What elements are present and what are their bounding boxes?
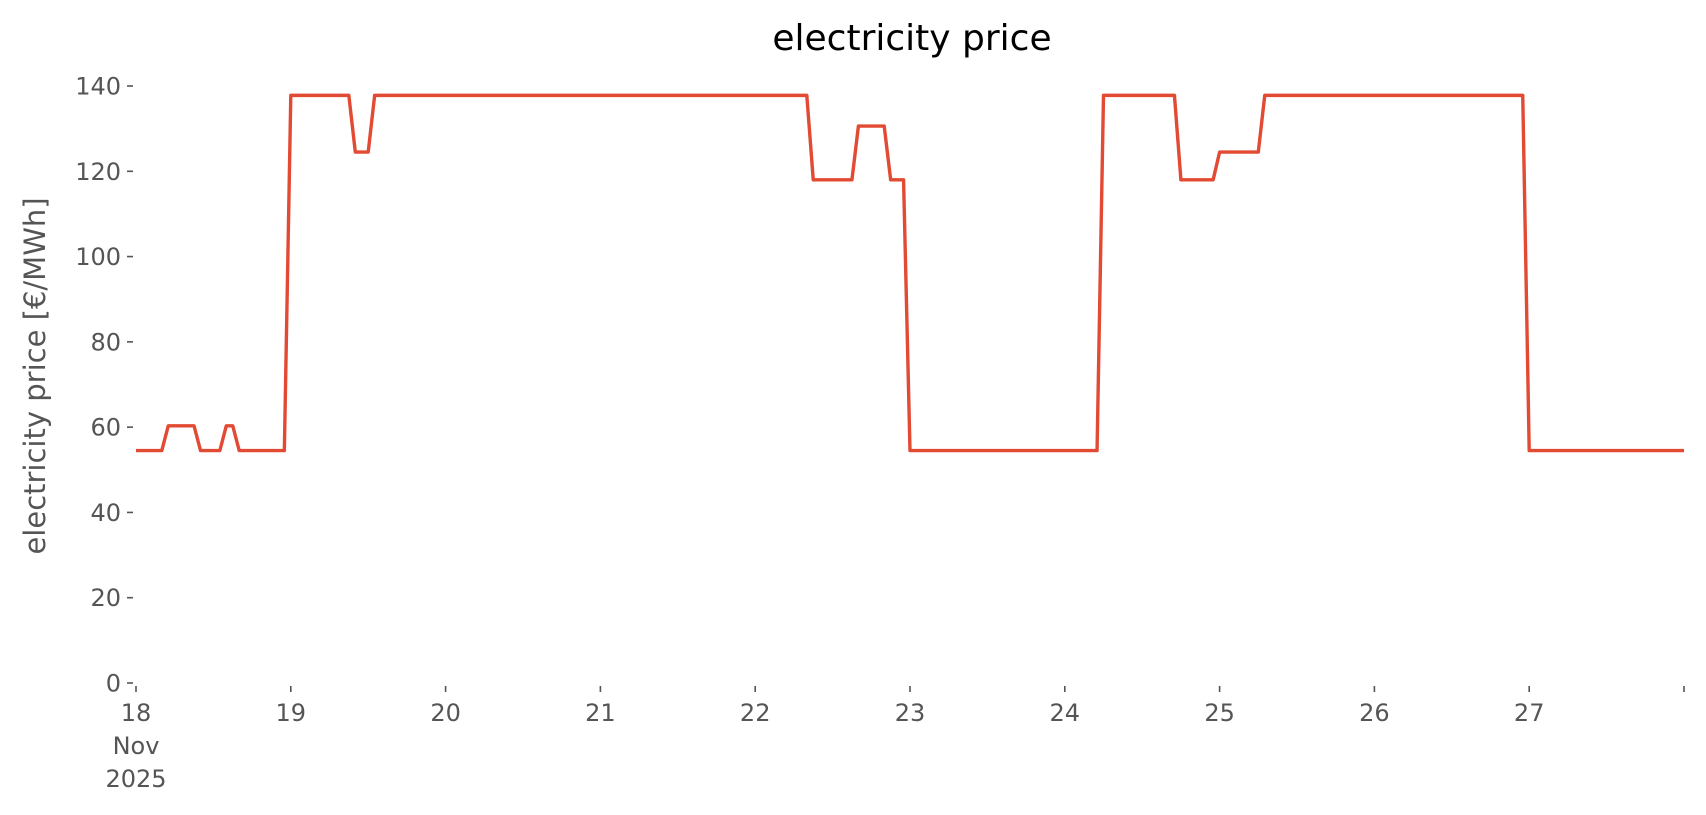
y-axis-label: electricity price [€/MWh]	[18, 197, 52, 554]
x-tick-label: 26	[1359, 699, 1390, 727]
x-tick-label: 25	[1204, 699, 1235, 727]
y-tick-label: 100	[75, 243, 121, 271]
x-tick-label: 23	[895, 699, 926, 727]
y-tick-label: 120	[75, 158, 121, 186]
y-tick-label: 60	[90, 414, 121, 442]
y-tick-label: 140	[75, 73, 121, 101]
series-line-0	[136, 93, 1684, 453]
x-tick-label: 27	[1514, 699, 1545, 727]
chart-title: electricity price	[772, 18, 1051, 59]
x-tick-label: 18 Nov 2025	[105, 699, 166, 793]
x-tick-label: 22	[740, 699, 771, 727]
x-axis: 18 Nov 2025 19 20 21 22 23 24 25 26 27	[105, 686, 1685, 793]
y-tick-label: 0	[106, 670, 121, 698]
x-tick-label: 20	[430, 699, 461, 727]
plot-area	[136, 93, 1684, 453]
x-tick-label: 24	[1050, 699, 1081, 727]
y-tick-label: 80	[90, 328, 121, 356]
y-axis: 0 20 40 60 80 100 120 140	[75, 73, 133, 698]
x-tick-label: 21	[585, 699, 616, 727]
x-tick-label: 19	[276, 699, 307, 727]
y-tick-label: 20	[90, 584, 121, 612]
y-tick-label: 40	[90, 499, 121, 527]
